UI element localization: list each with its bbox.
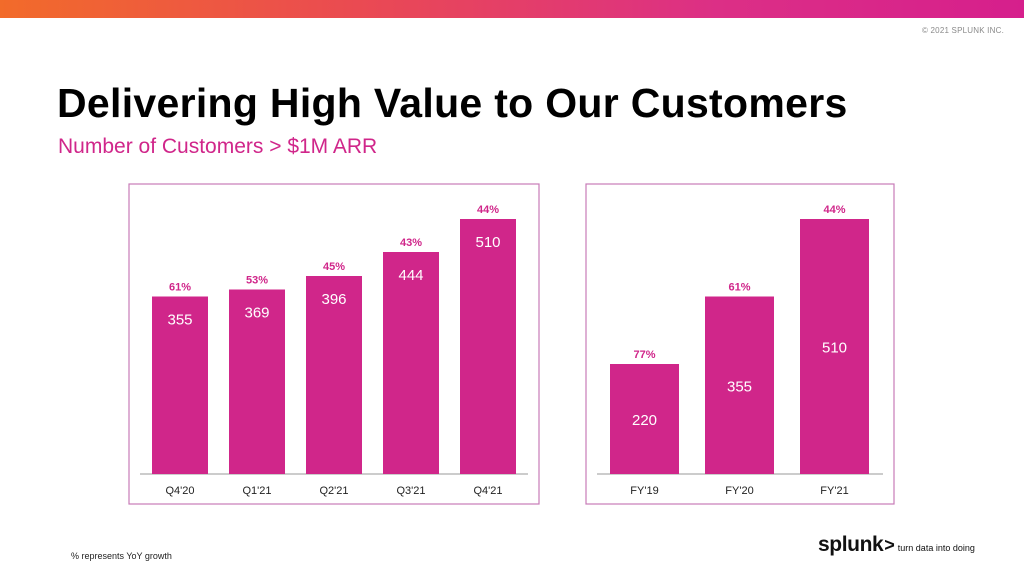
- growth-label: 43%: [400, 237, 422, 249]
- x-tick-label: Q3'21: [396, 485, 425, 497]
- bar-value-label: 220: [632, 412, 657, 429]
- growth-label: 61%: [169, 282, 191, 294]
- growth-footnote: % represents YoY growth: [71, 551, 172, 561]
- growth-label: 44%: [823, 204, 845, 216]
- x-tick-label: FY'20: [725, 485, 753, 497]
- annual-chart: 220 77% FY'19 355 61% FY'20 510 44% FY'21: [585, 183, 895, 505]
- chart-frame: [128, 183, 540, 505]
- slide-title: Delivering High Value to Our Customers: [57, 80, 848, 126]
- slide-subtitle: Number of Customers > $1M ARR: [58, 135, 378, 158]
- x-tick-label: Q4'21: [473, 485, 502, 497]
- chart-frame: [585, 183, 895, 505]
- bar-value-label: 355: [727, 378, 752, 395]
- bar-value-label: 510: [475, 234, 500, 251]
- x-tick-label: Q4'20: [165, 485, 194, 497]
- bar-value-label: 369: [244, 305, 269, 322]
- bar-value-label: 444: [398, 267, 423, 284]
- chevron-right-icon: >: [884, 535, 895, 555]
- bar: [610, 364, 679, 474]
- bar-value-label: 510: [822, 340, 847, 357]
- growth-label: 77%: [633, 349, 655, 361]
- bar: [800, 219, 869, 474]
- copyright-notice: © 2021 SPLUNK INC.: [922, 26, 1004, 35]
- bar: [383, 252, 439, 474]
- x-tick-label: FY'21: [820, 485, 848, 497]
- bar-value-label: 355: [167, 312, 192, 329]
- bar: [306, 276, 362, 474]
- brand-gradient-bar: [0, 0, 1024, 18]
- growth-label: 44%: [477, 204, 499, 216]
- quarterly-chart: 355 61% Q4'20 369 53% Q1'21 396 45% Q2'21 444 43% Q…: [128, 183, 540, 505]
- logo-wordmark: splunk: [818, 533, 884, 556]
- x-tick-label: FY'19: [630, 485, 658, 497]
- bar: [705, 296, 774, 474]
- bar: [460, 219, 516, 474]
- x-tick-label: Q2'21: [319, 485, 348, 497]
- bar: [152, 296, 208, 474]
- bar-value-label: 396: [321, 291, 346, 308]
- growth-label: 53%: [246, 275, 268, 287]
- logo-tagline: turn data into doing: [897, 543, 975, 553]
- splunk-logo: splunk > turn data into doing: [818, 533, 975, 557]
- x-tick-label: Q1'21: [242, 485, 271, 497]
- bar: [229, 289, 285, 474]
- growth-label: 61%: [728, 282, 750, 294]
- growth-label: 45%: [323, 261, 345, 273]
